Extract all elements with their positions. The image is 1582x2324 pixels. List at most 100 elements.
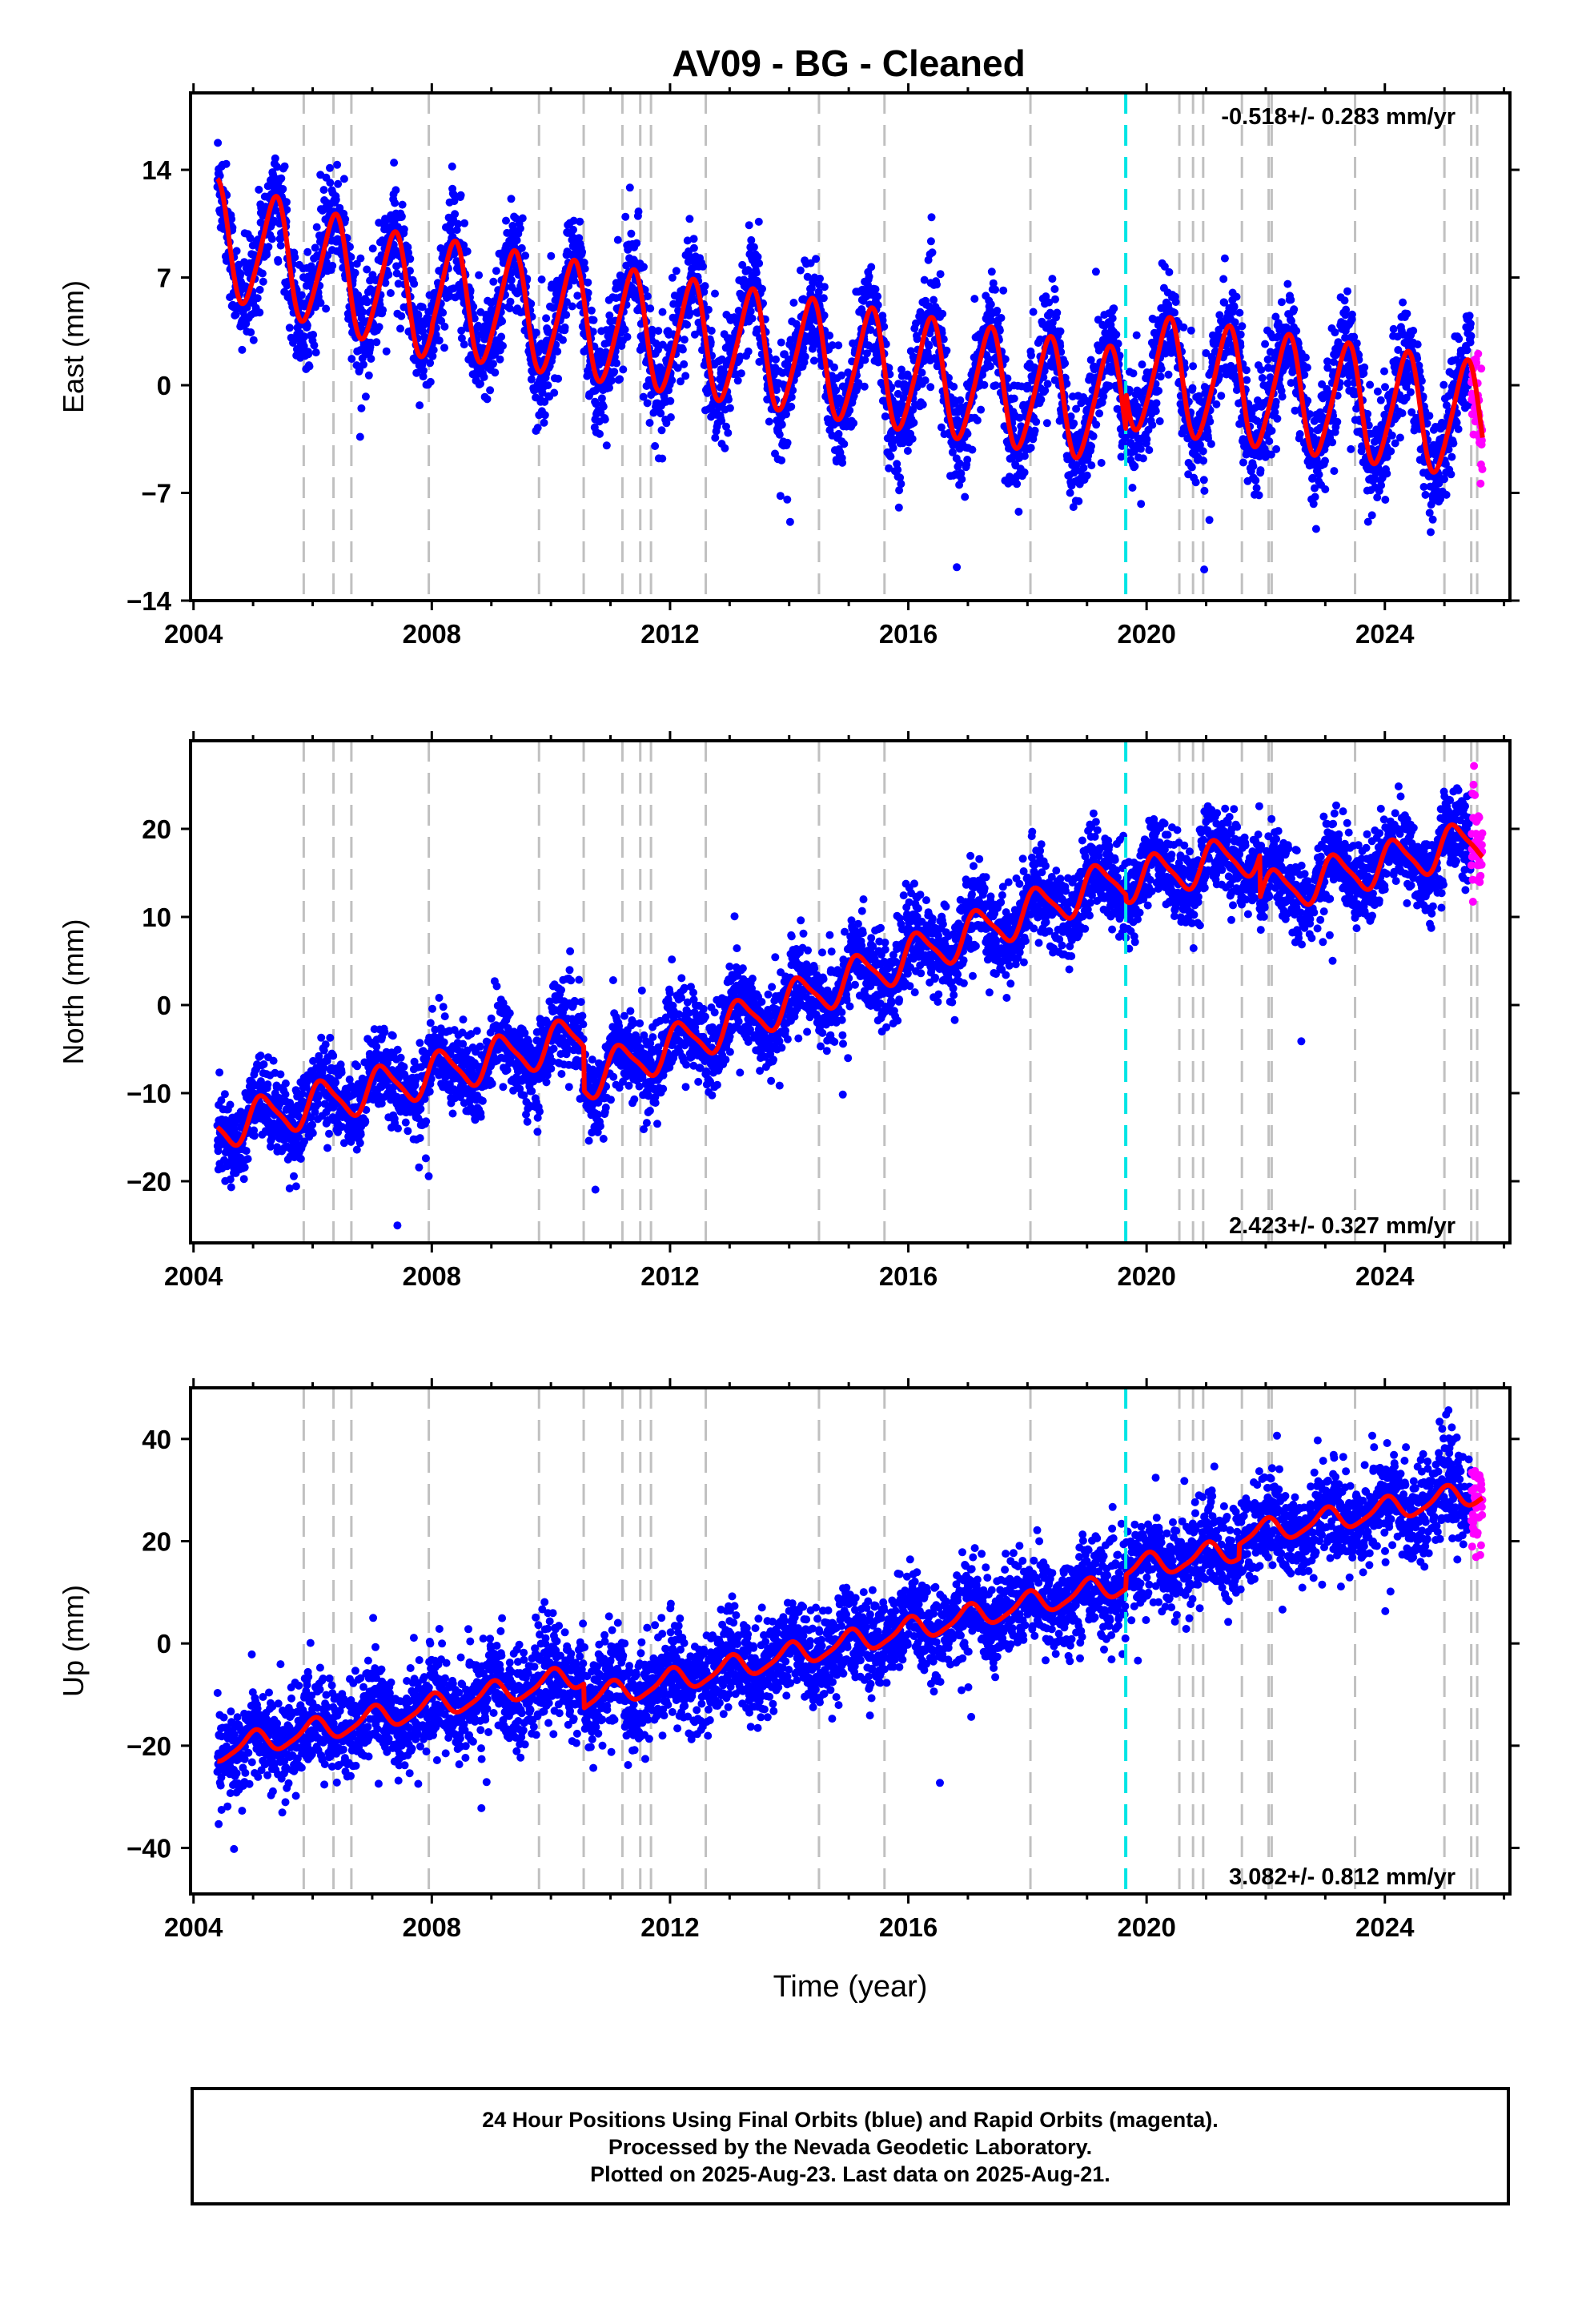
data-point bbox=[1199, 447, 1207, 456]
data-point bbox=[542, 314, 551, 323]
data-point bbox=[316, 299, 325, 308]
data-point bbox=[893, 389, 902, 398]
data-point bbox=[1129, 369, 1138, 378]
data-point bbox=[725, 404, 734, 412]
data-point bbox=[382, 347, 391, 356]
data-point bbox=[672, 267, 681, 275]
data-point bbox=[623, 332, 632, 341]
data-point bbox=[721, 444, 729, 452]
data-point bbox=[372, 338, 381, 347]
data-point bbox=[512, 236, 521, 244]
data-point bbox=[1292, 327, 1301, 336]
data-point bbox=[683, 236, 692, 245]
data-point bbox=[309, 331, 318, 339]
data-point bbox=[634, 207, 643, 216]
data-point bbox=[961, 493, 970, 501]
data-point bbox=[281, 62, 289, 70]
data-point bbox=[1272, 444, 1281, 453]
data-point bbox=[938, 309, 947, 318]
data-point bbox=[689, 235, 698, 243]
data-point bbox=[1328, 438, 1337, 447]
data-point bbox=[607, 376, 616, 385]
data-point bbox=[540, 397, 549, 406]
data-point bbox=[867, 263, 876, 271]
data-point bbox=[1219, 275, 1228, 283]
data-point bbox=[406, 267, 414, 275]
data-point bbox=[255, 308, 264, 317]
data-point bbox=[700, 287, 709, 296]
data-point bbox=[1061, 359, 1070, 368]
data-point bbox=[276, 241, 285, 250]
data-point bbox=[925, 342, 934, 351]
data-point bbox=[469, 303, 478, 311]
data-point bbox=[828, 341, 837, 350]
data-point bbox=[506, 297, 515, 306]
data-point bbox=[977, 405, 986, 414]
data-point bbox=[573, 292, 582, 300]
data-point bbox=[486, 386, 495, 395]
data-point bbox=[758, 284, 766, 293]
data-point bbox=[1381, 496, 1390, 504]
data-point bbox=[755, 259, 764, 267]
data-point bbox=[568, 302, 576, 311]
data-point bbox=[889, 444, 897, 452]
data-point bbox=[963, 456, 972, 464]
data-point bbox=[259, 277, 267, 286]
data-point bbox=[569, 216, 578, 225]
data-point bbox=[303, 321, 311, 330]
data-point bbox=[1409, 327, 1418, 335]
data-point bbox=[1265, 437, 1274, 445]
data-point bbox=[689, 294, 697, 303]
data-point bbox=[363, 298, 371, 307]
data-point bbox=[1413, 340, 1422, 349]
data-point bbox=[1352, 339, 1361, 348]
data-point bbox=[1199, 456, 1208, 465]
data-point bbox=[1089, 432, 1098, 440]
data-point bbox=[1220, 254, 1229, 263]
data-point bbox=[799, 344, 808, 352]
data-point bbox=[274, 257, 283, 266]
data-point bbox=[359, 308, 367, 316]
data-point bbox=[1132, 331, 1141, 340]
data-point bbox=[1277, 298, 1286, 307]
data-point bbox=[837, 371, 846, 380]
data-point bbox=[724, 428, 733, 437]
data-point bbox=[357, 404, 366, 412]
data-point bbox=[987, 267, 996, 276]
velocity-label: -0.518+/- 0.283 mm/yr bbox=[1221, 104, 1456, 130]
data-point bbox=[832, 386, 841, 395]
data-point bbox=[680, 360, 689, 368]
data-point bbox=[1217, 392, 1226, 400]
data-point bbox=[267, 235, 276, 243]
data-point bbox=[873, 292, 882, 301]
data-point bbox=[597, 394, 606, 403]
data-point bbox=[1255, 491, 1263, 500]
data-point bbox=[227, 215, 236, 223]
panel-frame bbox=[189, 91, 1512, 602]
data-point bbox=[554, 374, 563, 383]
data-point bbox=[322, 304, 331, 313]
data-point bbox=[505, 304, 514, 312]
data-point bbox=[865, 272, 873, 281]
data-point bbox=[926, 237, 935, 246]
data-point bbox=[776, 492, 785, 501]
data-point bbox=[881, 340, 890, 348]
data-point bbox=[1403, 309, 1411, 318]
data-point bbox=[1239, 458, 1247, 467]
data-point bbox=[885, 464, 893, 472]
data-point bbox=[416, 401, 424, 410]
data-point bbox=[312, 223, 321, 231]
data-point bbox=[736, 352, 745, 361]
data-point bbox=[745, 221, 753, 230]
data-point bbox=[1095, 409, 1104, 418]
data-point bbox=[927, 213, 936, 222]
data-point bbox=[1343, 287, 1351, 296]
data-point bbox=[854, 379, 863, 388]
data-point bbox=[748, 314, 757, 323]
data-point bbox=[834, 429, 843, 438]
data-point bbox=[1091, 267, 1100, 276]
data-point bbox=[666, 396, 675, 405]
data-point bbox=[1165, 267, 1174, 276]
